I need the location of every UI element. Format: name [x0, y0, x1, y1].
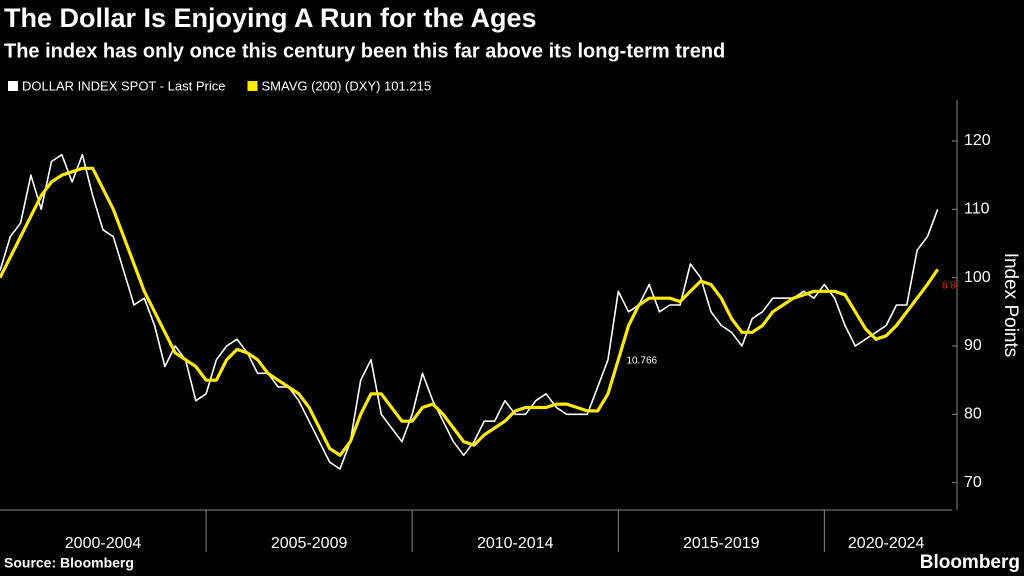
annotation: 10.766 [627, 355, 658, 366]
x-period-label: 2015-2019 [683, 535, 760, 552]
series-line [0, 153, 939, 470]
chart-subtitle: The index has only once this century bee… [4, 40, 725, 62]
x-period-label: 2010-2014 [477, 535, 554, 552]
annotation: 8.8 [942, 280, 956, 291]
y-tick-label: 90 [964, 337, 982, 354]
x-period-label: 2020-2024 [848, 535, 925, 552]
y-axis-label: Index Points [1000, 253, 1021, 358]
y-tick-label: 100 [964, 269, 991, 286]
legend-swatch [247, 81, 258, 91]
y-tick-label: 80 [964, 406, 982, 423]
legend-swatch [8, 81, 18, 91]
y-tick-label: 70 [964, 474, 982, 491]
y-tick-label: 110 [964, 201, 990, 218]
chart-title: The Dollar Is Enjoying A Run for the Age… [4, 3, 537, 33]
x-period-label: 2000-2004 [65, 535, 142, 552]
legend-label: SMAVG (200) (DXY) 101.215 [262, 78, 432, 93]
legend-label: DOLLAR INDEX SPOT - Last Price [22, 78, 226, 93]
x-period-label: 2005-2009 [271, 535, 348, 552]
brand-logo: Bloomberg [920, 552, 1020, 573]
source: Source: Bloomberg [4, 555, 134, 571]
series-line [0, 166, 940, 457]
y-tick-label: 120 [964, 132, 991, 149]
